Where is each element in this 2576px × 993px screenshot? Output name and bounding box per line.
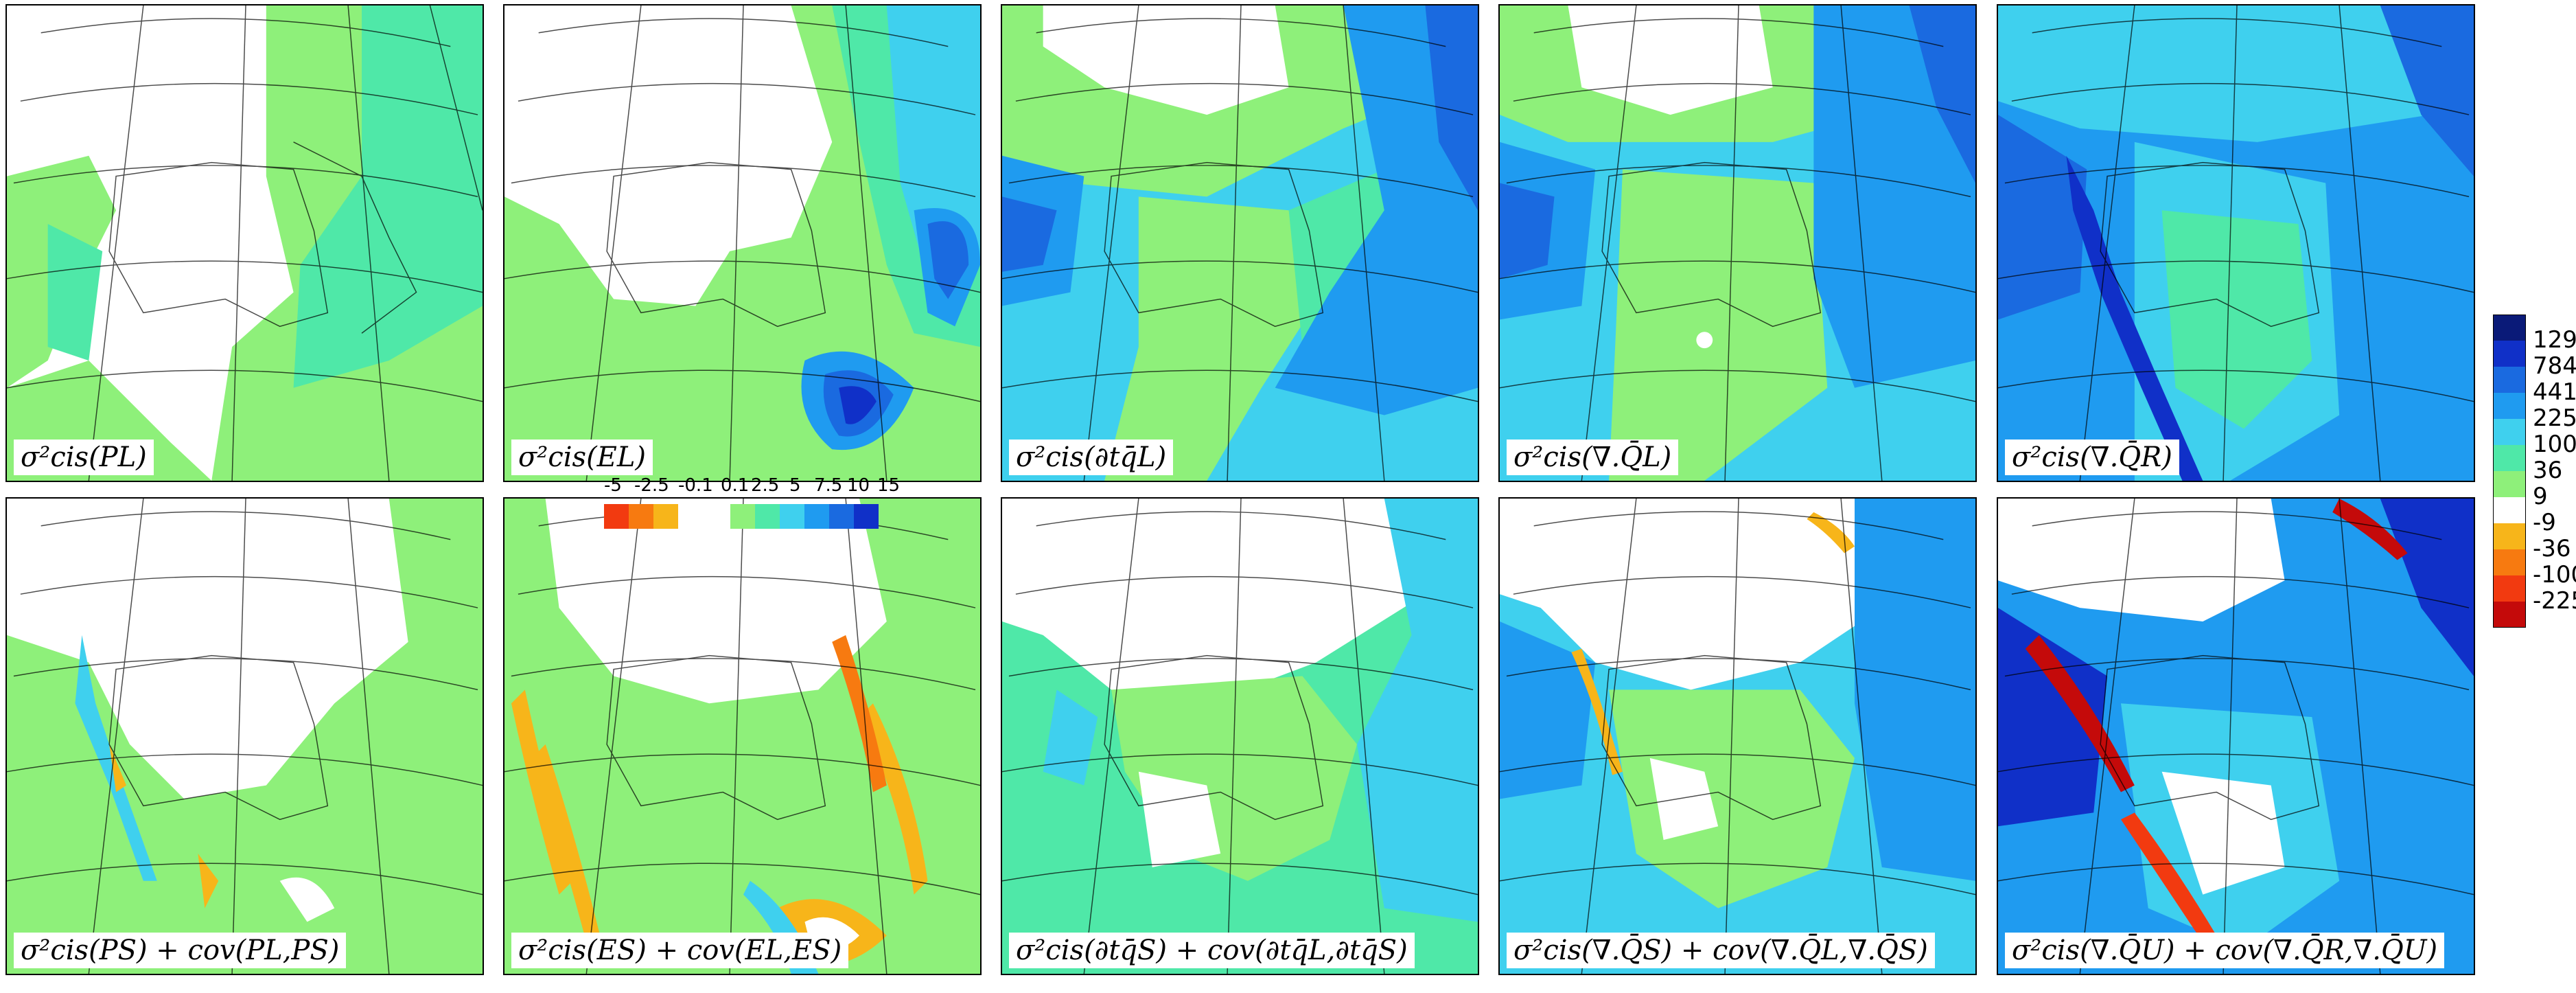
colorbar-tick: 100 <box>2533 431 2576 458</box>
inset-swatch <box>804 504 829 529</box>
inset-swatch <box>854 504 879 529</box>
map-graphic <box>504 5 980 481</box>
colorbar-swatch <box>2493 419 2526 445</box>
inset-swatch <box>829 504 854 529</box>
colorbar-tick: 36 <box>2533 457 2563 484</box>
colorbar-swatch <box>2493 367 2526 393</box>
map-panel-4: σ²cis(∇.Q̄L) <box>1498 4 1977 482</box>
colorbar-tick: -36 <box>2533 535 2571 562</box>
map-graphic <box>7 499 483 974</box>
colorbar-tick: 784 <box>2533 352 2576 380</box>
inset-swatch <box>604 504 629 529</box>
panel-label: σ²cis(ES) + cov(EL,ES) <box>511 933 849 968</box>
panel-label: σ²cis(∇.Q̄L) <box>1507 440 1679 475</box>
inset-swatch <box>730 504 755 529</box>
colorbar-swatch <box>2493 602 2526 628</box>
inset-swatch <box>678 504 730 529</box>
panel-label: σ²cis(∂tq̄S) + cov(∂tq̄L,∂tq̄S) <box>1009 933 1415 968</box>
inset-tick: 0.1 <box>721 475 750 496</box>
colorbar-tick: -100 <box>2533 561 2576 589</box>
colorbar-swatch <box>2493 471 2526 497</box>
colorbar-tick: -225 <box>2533 587 2576 615</box>
map-graphic <box>1998 5 2474 481</box>
map-graphic <box>1998 499 2474 974</box>
inset-tick: 7.5 <box>814 475 843 496</box>
inset-swatch <box>780 504 804 529</box>
colorbar-swatch <box>2493 341 2526 367</box>
colorbar-swatch <box>2493 393 2526 419</box>
inset-tick: -0.1 <box>678 475 713 496</box>
inset-swatch <box>653 504 678 529</box>
colorbar-swatch <box>2493 575 2526 602</box>
panel-label: σ²cis(∂tq̄L) <box>1009 440 1174 475</box>
map-graphic <box>1002 499 1478 974</box>
inset-legend: -5 -2.5 -0.1 0.1 2.5 5 7.5 10 15 <box>604 475 906 530</box>
map-panel-7: σ²cis(ES) + cov(EL,ES) <box>503 497 982 975</box>
map-panel-5: σ²cis(∇.Q̄R) <box>1997 4 2475 482</box>
colorbar-swatch <box>2493 445 2526 471</box>
map-graphic <box>504 499 980 974</box>
colorbar-tick: 1296 <box>2533 326 2576 354</box>
map-panel-2: σ²cis(EL) <box>503 4 982 482</box>
map-panel-6: σ²cis(PS) + cov(PL,PS) <box>5 497 484 975</box>
colorbar-tick: 441 <box>2533 378 2576 406</box>
panel-label: σ²cis(∇.Q̄R) <box>2005 440 2179 475</box>
map-panel-10: σ²cis(∇.Q̄U) + cov(∇.Q̄R,∇.Q̄U) <box>1997 497 2475 975</box>
inset-swatch <box>755 504 780 529</box>
map-panel-3: σ²cis(∂tq̄L) <box>1001 4 1479 482</box>
inset-tick: -5 <box>604 475 622 496</box>
inset-tick: 15 <box>877 475 901 496</box>
inset-tick: 2.5 <box>751 475 780 496</box>
colorbar: 1296 784 441 225 100 36 9 -9 -36 -100 -2… <box>2493 315 2576 628</box>
map-graphic <box>1500 5 1975 481</box>
panel-label: σ²cis(∇.Q̄U) + cov(∇.Q̄R,∇.Q̄U) <box>2005 933 2445 968</box>
colorbar-tick: 225 <box>2533 404 2576 432</box>
inset-tick: -2.5 <box>634 475 669 496</box>
panel-label: σ²cis(EL) <box>511 440 653 475</box>
map-panel-9: σ²cis(∇.Q̄S) + cov(∇.Q̄L,∇.Q̄S) <box>1498 497 1977 975</box>
inset-swatch-row <box>604 504 879 529</box>
inset-tick: 5 <box>789 475 801 496</box>
colorbar-tick: -9 <box>2533 509 2556 536</box>
inset-swatch <box>629 504 653 529</box>
colorbar-swatch <box>2493 523 2526 549</box>
map-graphic <box>7 5 483 481</box>
colorbar-tick: 9 <box>2533 483 2548 510</box>
map-graphic <box>1002 5 1478 481</box>
colorbar-swatch <box>2493 315 2526 341</box>
panel-label: σ²cis(∇.Q̄S) + cov(∇.Q̄L,∇.Q̄S) <box>1507 933 1935 968</box>
map-panel-1: σ²cis(PL) <box>5 4 484 482</box>
panel-label: σ²cis(PS) + cov(PL,PS) <box>14 933 347 968</box>
colorbar-swatch <box>2493 549 2526 575</box>
map-graphic <box>1500 499 1975 974</box>
colorbar-swatch <box>2493 497 2526 523</box>
inset-tick: 10 <box>847 475 870 496</box>
panel-label: σ²cis(PL) <box>14 440 154 475</box>
map-panel-8: σ²cis(∂tq̄S) + cov(∂tq̄L,∂tq̄S) <box>1001 497 1479 975</box>
